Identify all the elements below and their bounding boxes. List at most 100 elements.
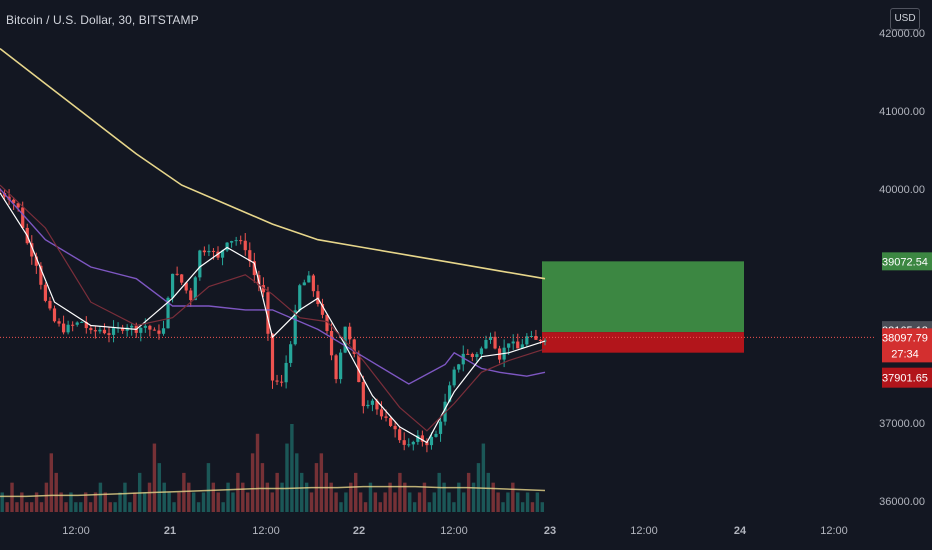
volume-bar bbox=[452, 502, 456, 512]
time-axis: 12:00 21 12:00 22 12:00 23 12:00 24 12:00 bbox=[62, 525, 848, 537]
candle-body bbox=[320, 303, 325, 315]
candle-body bbox=[266, 292, 270, 334]
candle-body bbox=[84, 321, 88, 329]
volume-bar bbox=[113, 502, 117, 512]
candle-body bbox=[275, 380, 279, 382]
time-tick-label: 23 bbox=[544, 525, 556, 537]
candle-body bbox=[375, 400, 379, 410]
volume-ma-line bbox=[0, 485, 546, 498]
candle-body bbox=[534, 335, 538, 340]
volume-bar bbox=[363, 502, 368, 512]
volume-bar bbox=[103, 492, 108, 512]
volume-bar bbox=[442, 482, 446, 512]
candle-body bbox=[180, 274, 184, 283]
candle-body bbox=[220, 250, 225, 258]
candle-body bbox=[420, 435, 424, 442]
volume-bar bbox=[79, 502, 83, 512]
volume-bar bbox=[496, 492, 500, 512]
candle-body bbox=[434, 433, 438, 437]
candle-body bbox=[461, 353, 465, 365]
current-price-badge: 38097.79 bbox=[882, 332, 928, 344]
volume-bar bbox=[133, 492, 137, 512]
candle-body bbox=[429, 436, 434, 446]
volume-bar bbox=[241, 482, 245, 512]
candle-body bbox=[148, 325, 152, 330]
volume-bar bbox=[373, 492, 378, 512]
candle-body bbox=[507, 343, 511, 348]
candle-body bbox=[98, 329, 102, 332]
candle-body bbox=[311, 275, 315, 292]
candle-body bbox=[157, 330, 161, 334]
volume-bar bbox=[309, 492, 314, 512]
symbol-title: Bitcoin / U.S. Dollar, 30, BITSTAMP bbox=[6, 13, 199, 27]
currency-button[interactable]: USD bbox=[890, 8, 920, 30]
time-tick-label: 24 bbox=[734, 525, 747, 537]
volume-bar bbox=[44, 482, 49, 512]
candle-body bbox=[225, 242, 229, 251]
volume-bar bbox=[20, 492, 24, 512]
candle-body bbox=[189, 290, 193, 301]
candle-body bbox=[161, 328, 166, 334]
candle-body bbox=[302, 282, 306, 286]
candle-body bbox=[252, 261, 256, 276]
time-tick-label: 12:00 bbox=[630, 525, 658, 537]
candle-body bbox=[21, 207, 25, 228]
candle-body bbox=[443, 401, 447, 422]
volume-bar bbox=[275, 472, 279, 512]
volume-bar bbox=[142, 492, 147, 512]
candle-body bbox=[270, 333, 275, 381]
stop-price-badge: 37901.65 bbox=[882, 373, 928, 385]
volume-bar bbox=[329, 482, 333, 512]
candle-body bbox=[457, 364, 461, 370]
ma-fast-line bbox=[0, 192, 546, 444]
volume-bar bbox=[15, 502, 19, 512]
candle-body bbox=[61, 323, 66, 333]
time-tick-label: 12:00 bbox=[440, 525, 468, 537]
volume-bar bbox=[5, 502, 9, 512]
candle-body bbox=[307, 275, 311, 283]
volume-bar bbox=[10, 482, 14, 512]
candle-body bbox=[66, 324, 70, 333]
volume-bar bbox=[304, 482, 309, 512]
volume-bar bbox=[427, 502, 432, 512]
candle-body bbox=[402, 440, 406, 445]
candle-body bbox=[543, 340, 547, 342]
volume-bar bbox=[319, 453, 324, 512]
candle-body bbox=[334, 355, 338, 380]
candle-body bbox=[339, 352, 343, 380]
candle-body bbox=[525, 336, 529, 345]
candle-body bbox=[43, 284, 48, 301]
ma-slow-line bbox=[0, 47, 546, 280]
price-tick-label: 42000.00 bbox=[879, 28, 925, 40]
candle-body bbox=[284, 362, 288, 383]
volume-bar bbox=[191, 492, 196, 512]
candle-body bbox=[71, 324, 75, 326]
volume-bar bbox=[128, 502, 132, 512]
volume-bar bbox=[182, 472, 186, 512]
volume-bar bbox=[334, 492, 338, 512]
volume-bar bbox=[339, 502, 343, 512]
volume-bar bbox=[368, 482, 373, 512]
volume-bar bbox=[290, 424, 294, 512]
volume-bar bbox=[506, 492, 510, 512]
volume-bar bbox=[280, 482, 284, 512]
candle-body bbox=[52, 308, 57, 322]
candle-body bbox=[379, 409, 384, 417]
volume-bar bbox=[221, 502, 225, 512]
candle-body bbox=[48, 300, 52, 309]
volume-bar bbox=[417, 492, 422, 512]
candle-body bbox=[175, 273, 179, 275]
candle-body bbox=[466, 353, 470, 355]
volume-bar bbox=[530, 502, 535, 512]
volume-bar bbox=[108, 502, 112, 512]
volume-bar bbox=[147, 482, 152, 512]
volume-bar bbox=[74, 502, 78, 512]
position-tool bbox=[542, 261, 744, 353]
stop-price-badge-bg bbox=[882, 367, 932, 388]
price-tick-label: 41000.00 bbox=[879, 106, 925, 118]
candle-body bbox=[425, 441, 429, 446]
volume-bar bbox=[172, 502, 176, 512]
candle-body bbox=[39, 265, 43, 285]
candle-body bbox=[388, 417, 393, 426]
